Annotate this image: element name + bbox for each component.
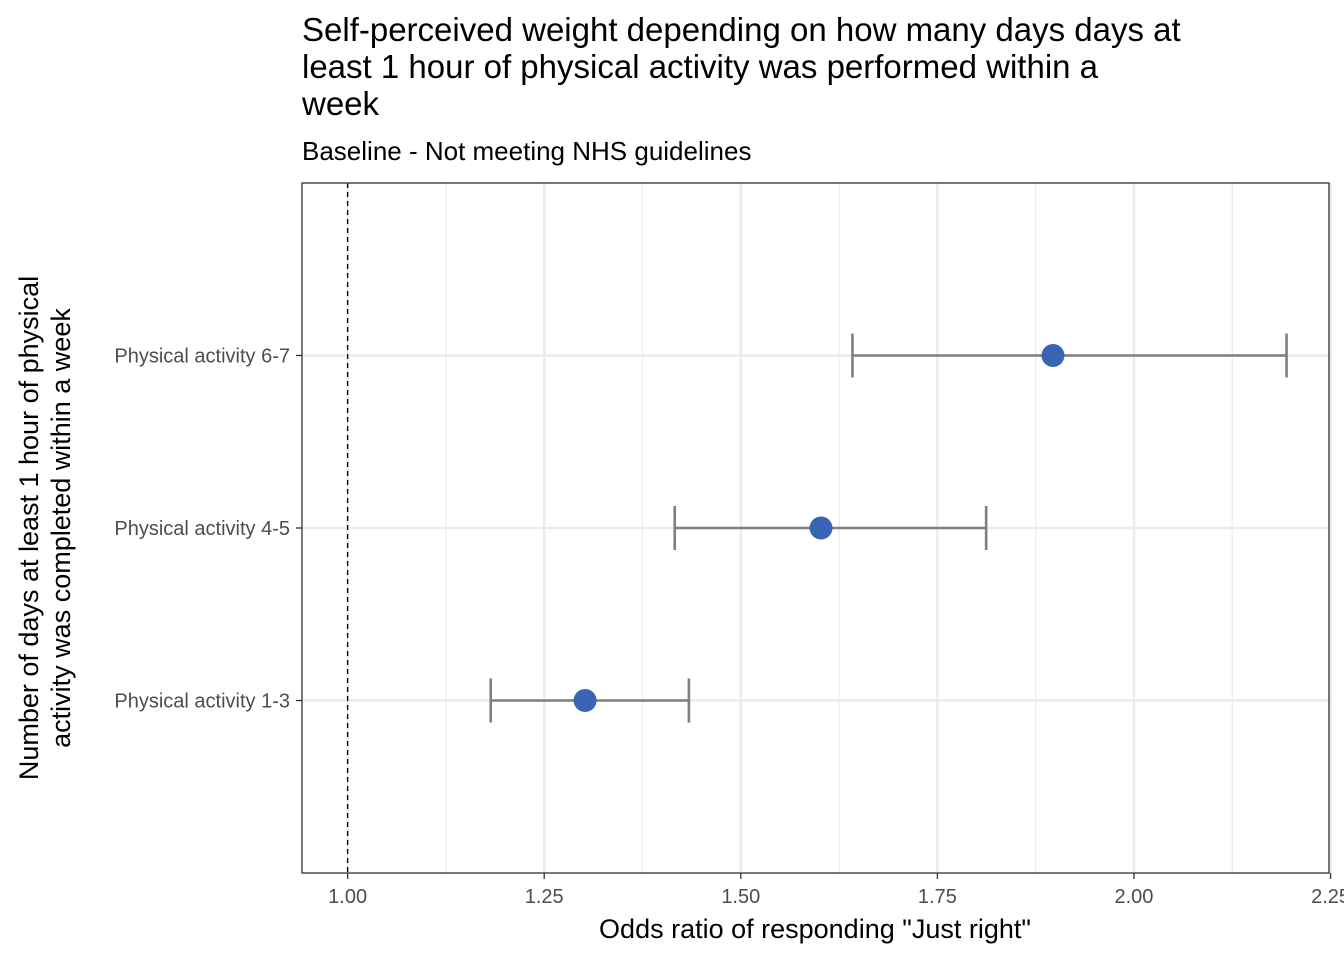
y-tick-label: Physical activity 1-3: [114, 691, 290, 713]
points-layer: [573, 344, 1065, 712]
chart-title-line: least 1 hour of physical activity was pe…: [302, 48, 1099, 85]
x-axis-title: Odds ratio of responding "Just right": [599, 914, 1031, 944]
chart-subtitle: Baseline - Not meeting NHS guidelines: [302, 136, 751, 166]
x-tick-label: 1.00: [328, 886, 367, 908]
y-axis-title: Number of days at least 1 hour of physic…: [14, 276, 76, 780]
x-axis-ticks: 1.00 1.25 1.50 1.75 2.00 2.25: [328, 873, 1344, 908]
estimate-point: [573, 689, 597, 712]
x-tick-label: 2.25: [1311, 886, 1344, 908]
chart-title: Self-perceived weight depending on how m…: [301, 11, 1181, 122]
x-tick-label: 2.00: [1115, 886, 1154, 908]
chart-title-line: week: [301, 85, 380, 122]
chart-title-line: Self-perceived weight depending on how m…: [302, 11, 1181, 48]
y-axis-title-line: activity was completed within a week: [46, 308, 76, 748]
x-tick-label: 1.25: [525, 886, 564, 908]
x-tick-label: 1.75: [918, 886, 957, 908]
y-tick-label: Physical activity 4-5: [114, 518, 290, 540]
estimate-point: [809, 516, 833, 540]
y-axis-title-line: Number of days at least 1 hour of physic…: [14, 276, 44, 780]
y-tick-label: Physical activity 6-7: [114, 346, 290, 368]
x-tick-label: 1.50: [721, 886, 760, 908]
y-axis-ticks: Physical activity 1-3 Physical activity 4…: [114, 346, 302, 713]
estimate-point: [1041, 344, 1065, 367]
